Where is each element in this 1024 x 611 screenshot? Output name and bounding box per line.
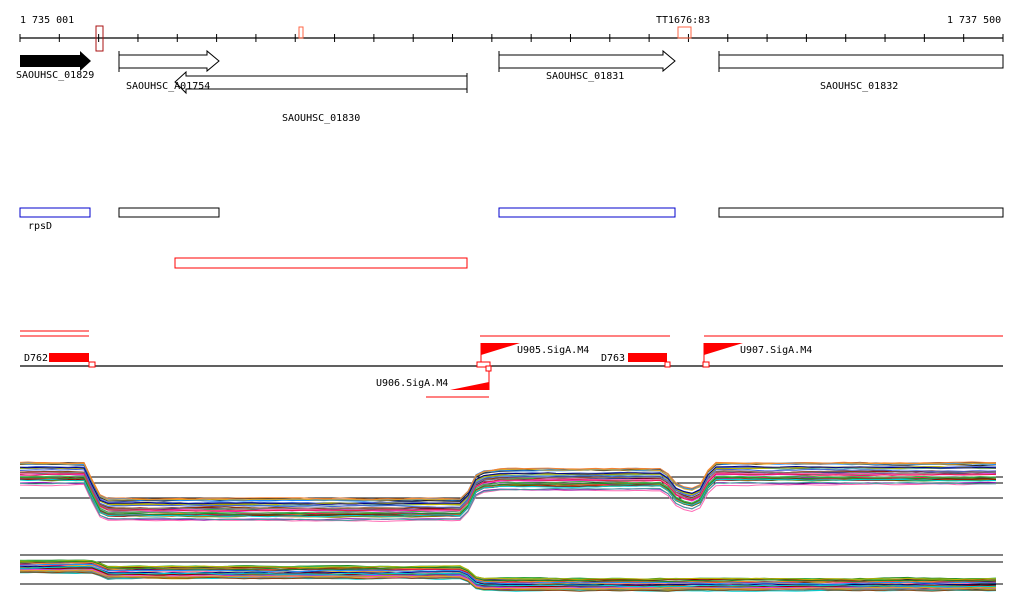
- promoter-label: U905.SigA.M4: [517, 345, 589, 356]
- expression-line: [19, 563, 997, 585]
- gene-SAOUHSC_01829[interactable]: SAOUHSC_01829: [16, 51, 94, 81]
- expression-line: [20, 476, 997, 516]
- terminator-marker[interactable]: [677, 26, 692, 39]
- promoter-label: U906.SigA.M4: [376, 378, 448, 389]
- gene-label: SAOUHSC_A01754: [126, 81, 210, 92]
- expression-line: [19, 462, 997, 502]
- gene-label: SAOUHSC_01832: [820, 81, 898, 92]
- promoter-label: U907.SigA.M4: [740, 345, 812, 356]
- promoter-U906[interactable]: U906.SigA.M4: [376, 365, 492, 390]
- expression-line: [19, 465, 997, 505]
- promoter-U905[interactable]: U905.SigA.M4: [476, 343, 589, 368]
- expression-line: [19, 478, 997, 518]
- terminator-D762[interactable]: D762: [24, 353, 96, 368]
- terminator-D763[interactable]: D763: [601, 353, 671, 368]
- operon-box[interactable]: [718, 207, 1004, 218]
- terminator-label: D762: [24, 353, 48, 364]
- expression-track-2: [19, 554, 1003, 592]
- gene-label: SAOUHSC_01831: [546, 71, 624, 82]
- terminator-label: D763: [601, 353, 625, 364]
- gene-label: SAOUHSC_01829: [16, 70, 94, 81]
- terminator-label: TT1676:83: [656, 15, 710, 26]
- gene-SAOUHSC_01830[interactable]: SAOUHSC_01830: [174, 70, 468, 124]
- gene-SAOUHSC_A01754[interactable]: SAOUHSC_A01754: [118, 49, 220, 92]
- position-marker[interactable]: [95, 25, 104, 52]
- expression-line: [19, 560, 997, 583]
- expression-line: [20, 475, 997, 514]
- gene-SAOUHSC_01831[interactable]: SAOUHSC_01831: [498, 49, 676, 82]
- expression-line: [19, 481, 997, 522]
- small-terminator-marker[interactable]: [298, 26, 304, 39]
- expression-line: [19, 571, 997, 592]
- ruler-end-label: 1 737 500: [947, 15, 1001, 26]
- gene-label: SAOUHSC_01830: [282, 113, 360, 124]
- antisense-transcript[interactable]: [174, 257, 468, 269]
- gene-SAOUHSC_01832[interactable]: SAOUHSC_01832: [718, 51, 1004, 92]
- operon-box[interactable]: [118, 207, 220, 218]
- operon-label-rpsD: rpsD: [28, 221, 52, 232]
- operon-box[interactable]: [498, 207, 676, 218]
- ruler-start-label: 1 735 001: [20, 15, 74, 26]
- expression-line: [19, 560, 997, 581]
- expression-line: [19, 468, 997, 508]
- expression-line: [19, 461, 997, 500]
- operon-rpsD[interactable]: [19, 207, 91, 218]
- coordinate-ruler: [19, 34, 1004, 42]
- expression-line: [19, 473, 997, 512]
- expression-line: [19, 567, 997, 588]
- expression-line: [19, 470, 997, 511]
- expression-track-1: [19, 461, 1003, 522]
- expression-line: [19, 569, 997, 590]
- regulatory-track: D762 U905.SigA.M4 U906.SigA.M4 D763 U907…: [20, 330, 1003, 398]
- promoter-U907[interactable]: U907.SigA.M4: [702, 343, 812, 368]
- expression-line: [20, 565, 997, 588]
